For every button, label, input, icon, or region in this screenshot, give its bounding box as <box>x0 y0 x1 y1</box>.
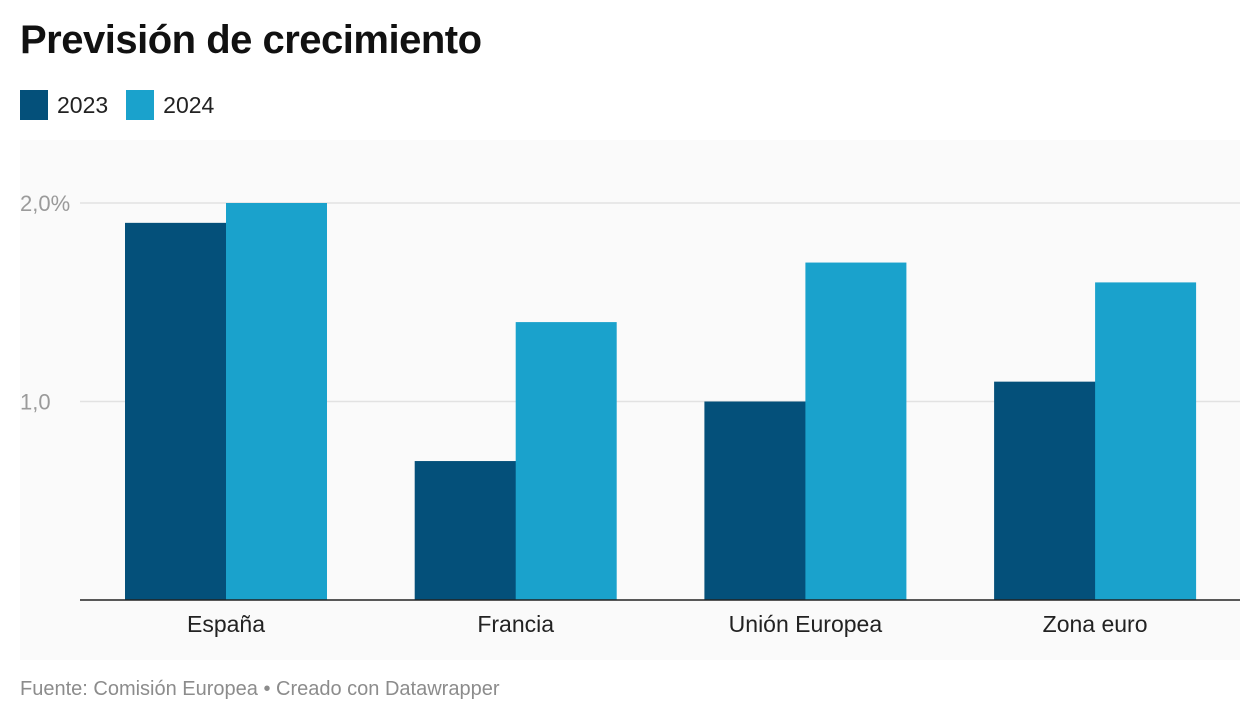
bar-2024 <box>805 262 907 600</box>
legend: 2023 2024 <box>20 90 214 120</box>
legend-swatch-2024 <box>126 90 155 120</box>
legend-label-2024: 2024 <box>163 91 215 118</box>
bar-2023 <box>704 401 807 600</box>
category-labels: España Francia Unión Europea Zona euro <box>187 611 1148 637</box>
bar-2024 <box>226 203 327 600</box>
category-label: Zona euro <box>1043 611 1148 637</box>
category-label: Unión Europea <box>729 611 883 637</box>
y-tick-label: 2,0% <box>20 191 70 216</box>
legend-swatch-2023 <box>20 90 48 120</box>
category-label: España <box>187 611 265 637</box>
source-footer: Fuente: Comisión Europea • Creado con Da… <box>20 678 500 700</box>
legend-item-2023: 2023 <box>20 90 108 120</box>
bar-2024 <box>515 322 617 600</box>
bar-2023 <box>125 222 227 600</box>
legend-item-2024: 2024 <box>126 90 214 120</box>
legend-label-2023: 2023 <box>57 91 109 118</box>
bar-2024 <box>1095 282 1197 600</box>
chart-title: Previsión de crecimiento <box>20 18 482 62</box>
bar-2023 <box>414 461 517 600</box>
category-label: Francia <box>477 611 554 637</box>
bars <box>125 203 1197 600</box>
bar-2023 <box>994 381 1097 600</box>
y-tick-label: 1,0 <box>20 390 51 415</box>
